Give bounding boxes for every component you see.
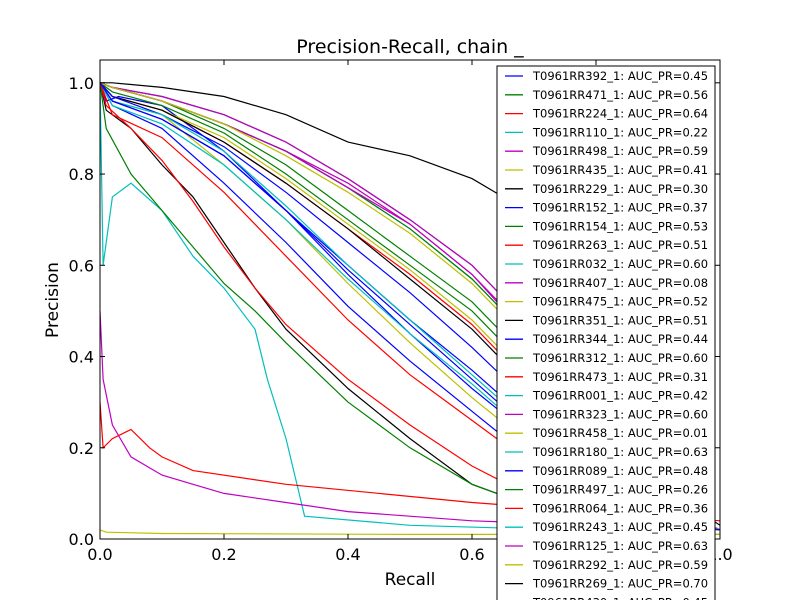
series-line-16: [100, 82, 720, 531]
legend-label-17: T0961RR001_1: AUC_PR=0.42: [532, 389, 708, 403]
legend-label-11: T0961RR407_1: AUC_PR=0.08: [532, 276, 708, 290]
legend-label-2: T0961RR224_1: AUC_PR=0.64: [532, 107, 708, 121]
legend-label-18: T0961RR323_1: AUC_PR=0.60: [532, 407, 708, 421]
legend-label-10: T0961RR032_1: AUC_PR=0.60: [532, 257, 708, 271]
legend-label-24: T0961RR243_1: AUC_PR=0.45: [532, 520, 708, 534]
legend-label-4: T0961RR498_1: AUC_PR=0.59: [532, 144, 708, 158]
series-line-29: [100, 402, 720, 522]
x-tick-label: 0.6: [459, 545, 484, 564]
y-axis-label: Precision: [43, 262, 63, 338]
legend-label-19: T0961RR458_1: AUC_PR=0.01: [532, 426, 708, 440]
series-line-11: [100, 310, 720, 531]
legend-label-28: T0961RR430_1: AUC_PR=0.45: [532, 595, 708, 600]
plot-frame: [99, 59, 721, 540]
legend-label-12: T0961RR475_1: AUC_PR=0.52: [532, 295, 708, 309]
legend-label-13: T0961RR351_1: AUC_PR=0.51: [532, 313, 708, 327]
legend-label-5: T0961RR435_1: AUC_PR=0.41: [532, 163, 708, 177]
legend-box: [496, 65, 716, 600]
legend-label-26: T0961RR292_1: AUC_PR=0.59: [532, 558, 708, 572]
legend-label-22: T0961RR497_1: AUC_PR=0.26: [532, 483, 708, 497]
legend-label-14: T0961RR344_1: AUC_PR=0.44: [532, 332, 708, 346]
legend-label-23: T0961RR064_1: AUC_PR=0.36: [532, 501, 708, 515]
legend-label-15: T0961RR312_1: AUC_PR=0.60: [532, 351, 708, 365]
legend-label-1: T0961RR471_1: AUC_PR=0.56: [532, 88, 708, 102]
y-tick-label: 0.4: [69, 348, 94, 367]
legend-label-16: T0961RR473_1: AUC_PR=0.31: [532, 370, 708, 384]
series-line-22: [100, 82, 720, 531]
legend-label-8: T0961RR154_1: AUC_PR=0.53: [532, 219, 708, 233]
y-tick-label: 0.2: [69, 439, 94, 458]
legend-label-0: T0961RR392_1: AUC_PR=0.45: [532, 69, 708, 83]
legend-label-27: T0961RR269_1: AUC_PR=0.70: [532, 577, 708, 591]
legend-label-21: T0961RR089_1: AUC_PR=0.48: [532, 464, 708, 478]
y-tick-label: 0.0: [69, 530, 94, 549]
legend: T0961RR392_1: AUC_PR=0.45 T0961RR471_1: A…: [496, 65, 716, 600]
y-tick-label: 1.0: [69, 74, 94, 93]
series-line-3: [100, 82, 720, 535]
y-tick-label: 0.6: [69, 256, 94, 275]
x-tick-label: 0.0: [87, 545, 112, 564]
legend-label-6: T0961RR229_1: AUC_PR=0.30: [532, 182, 708, 196]
legend-label-7: T0961RR152_1: AUC_PR=0.37: [532, 201, 708, 215]
legend-label-25: T0961RR125_1: AUC_PR=0.63: [532, 539, 708, 553]
legend-label-20: T0961RR180_1: AUC_PR=0.63: [532, 445, 708, 459]
chart-title: Precision-Recall, chain _: [296, 36, 524, 58]
legend-label-3: T0961RR110_1: AUC_PR=0.22: [532, 125, 708, 139]
legend-label-9: T0961RR263_1: AUC_PR=0.51: [532, 238, 708, 252]
y-tick-label: 0.8: [69, 165, 94, 184]
x-tick-label: 0.4: [335, 545, 360, 564]
y-axis: 0.0 0.2 0.4 0.6 0.8 1.0: [69, 74, 720, 549]
x-tick-label: 0.2: [211, 545, 236, 564]
x-axis-label: Recall: [385, 570, 436, 590]
